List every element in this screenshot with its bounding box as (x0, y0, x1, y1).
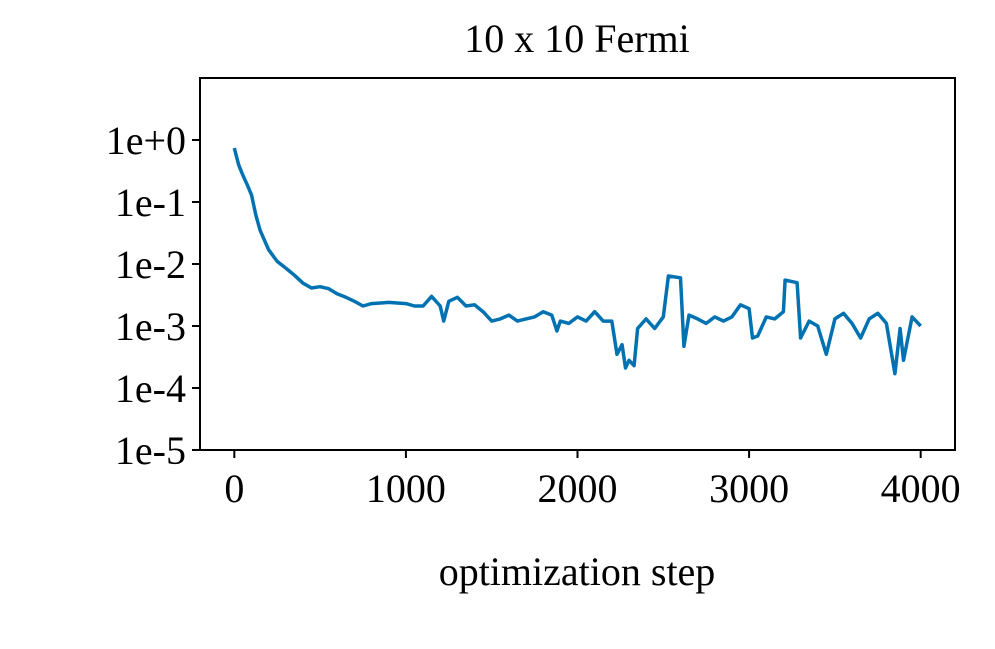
y-tick-label: 1e-2 (115, 242, 186, 287)
y-tick-label: 1e-4 (115, 366, 186, 411)
y-tick-label: 1e-5 (115, 428, 186, 473)
x-tick-label: 3000 (709, 466, 789, 511)
line-series (232, 147, 922, 376)
x-tick-label: 4000 (881, 466, 961, 511)
x-tick-label: 1000 (366, 466, 446, 511)
y-tick-label: 1e+0 (106, 118, 186, 163)
x-tick-label: 0 (224, 466, 244, 511)
y-tick-label: 1e-3 (115, 304, 186, 349)
x-tick-label: 2000 (538, 466, 618, 511)
x-axis-label: optimization step (439, 549, 716, 594)
chart-title: 10 x 10 Fermi (464, 16, 690, 61)
y-tick-label: 1e-1 (115, 180, 186, 225)
plot-frame (199, 77, 956, 451)
